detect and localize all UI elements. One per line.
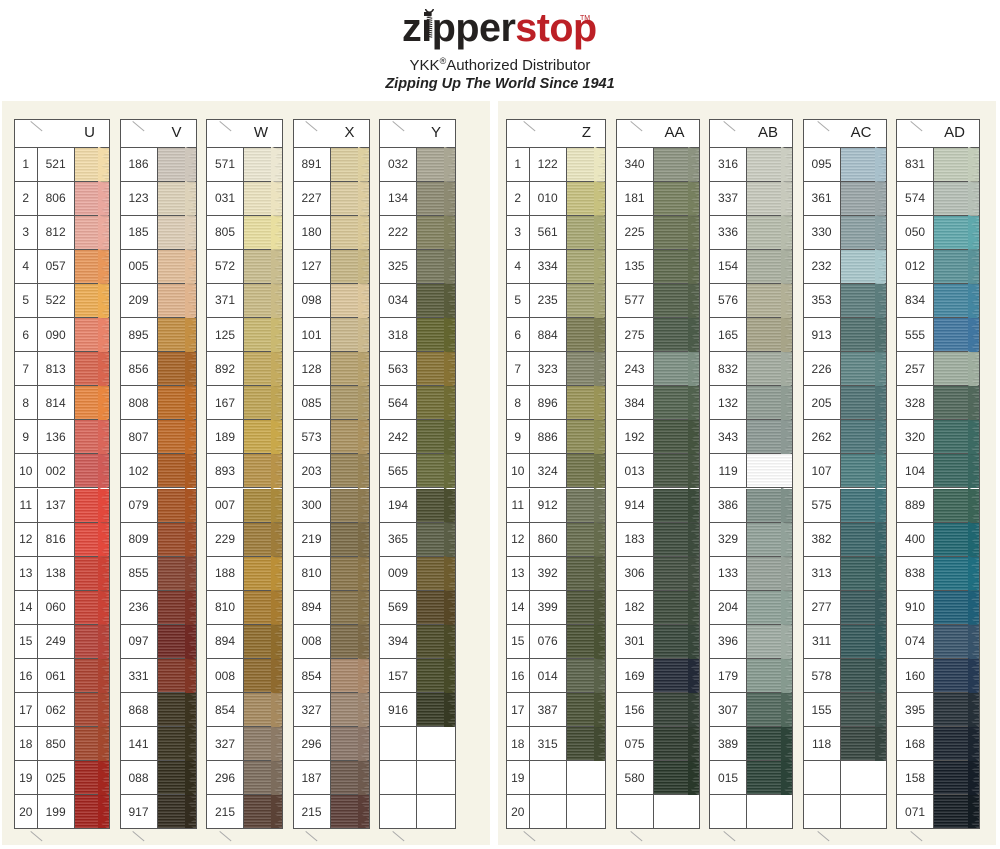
svg-text:ipper: ipper (421, 9, 515, 50)
svg-text:z: z (402, 9, 421, 50)
svg-text:TM: TM (580, 15, 590, 22)
